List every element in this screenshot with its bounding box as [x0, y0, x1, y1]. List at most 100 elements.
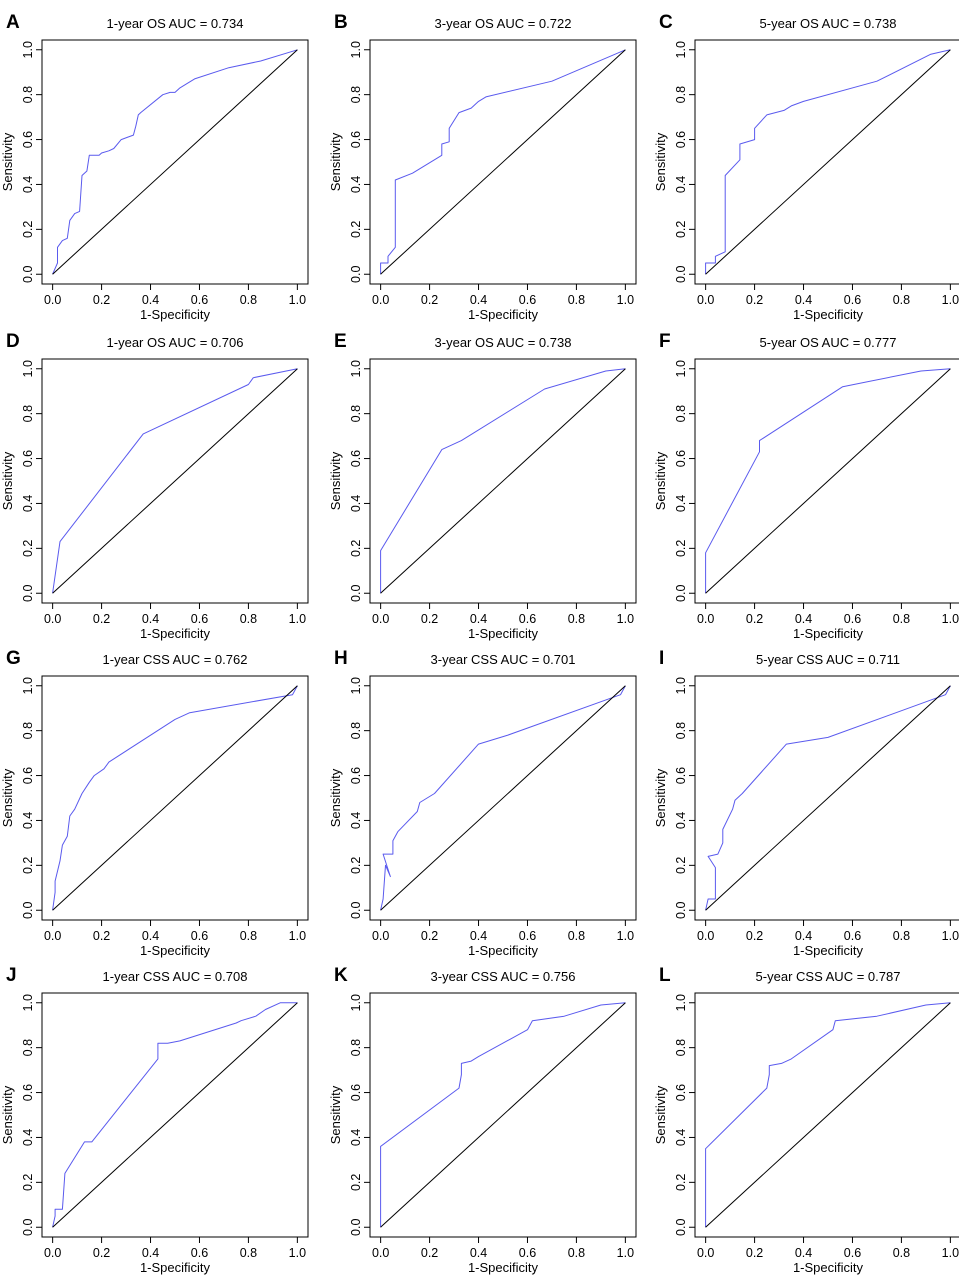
x-tick-label: 0.8	[893, 612, 910, 626]
y-tick-label: 0.6	[349, 131, 363, 148]
y-tick-label: 0.8	[674, 722, 688, 739]
y-tick-label: 1.0	[21, 360, 35, 377]
y-tick-label: 1.0	[349, 677, 363, 694]
y-tick-label: 1.0	[349, 41, 363, 58]
y-tick-label: 0.2	[21, 540, 35, 557]
y-axis-label: Sensitivity	[0, 1085, 15, 1144]
x-axis-label: 1-Specificity	[468, 943, 539, 958]
x-tick-label: 0.8	[893, 293, 910, 307]
x-tick-label: 0.2	[421, 612, 438, 626]
y-axis-label: Sensitivity	[328, 768, 343, 827]
y-tick-label: 0.2	[349, 540, 363, 557]
roc-curve-line	[705, 1002, 951, 1228]
roc-curve-line	[380, 1002, 626, 1228]
panel-letter-c: C	[659, 12, 673, 33]
panel-letter-h: H	[334, 648, 348, 669]
x-axis-label: 1-Specificity	[140, 626, 211, 641]
x-tick-label: 0.6	[844, 1246, 861, 1260]
y-axis-label: Sensitivity	[0, 451, 15, 510]
y-tick-label: 0.4	[349, 495, 363, 512]
reference-diagonal-line	[705, 368, 951, 594]
x-tick-label: 0.8	[893, 929, 910, 943]
y-axis-label: Sensitivity	[328, 1085, 343, 1144]
x-tick-label: 1.0	[617, 1246, 634, 1260]
panel-letter-l: L	[659, 965, 671, 986]
y-tick-label: 0.2	[21, 857, 35, 874]
y-tick-label: 0.2	[674, 1174, 688, 1191]
roc-curve-line	[705, 49, 951, 275]
plot-frame	[41, 675, 309, 921]
plot-frame	[41, 992, 309, 1238]
y-tick-label: 0.2	[674, 857, 688, 874]
y-tick-label: 0.2	[21, 221, 35, 238]
y-tick-label: 0.6	[674, 450, 688, 467]
reference-diagonal-line	[705, 1002, 951, 1228]
y-tick-label: 0.6	[349, 1084, 363, 1101]
panel-letter-j: J	[6, 965, 17, 986]
x-tick-label: 0.6	[844, 293, 861, 307]
chart-title: 5-year CSS AUC = 0.711	[756, 652, 900, 667]
panel-d: D 1-year OS AUC = 0.706 0.0 0.2 0.4 0.6 0.8 1.0…	[0, 331, 309, 641]
reference-diagonal-line	[380, 1002, 626, 1228]
x-tick-label: 0.6	[191, 612, 208, 626]
panel-letter-a: A	[6, 12, 20, 33]
chart-title: 5-year CSS AUC = 0.787	[756, 969, 901, 984]
roc-curve-line	[52, 368, 298, 594]
y-tick-label: 0.2	[349, 221, 363, 238]
x-tick-label: 0.8	[240, 929, 257, 943]
x-tick-label: 0.4	[795, 929, 812, 943]
chart-title: 5-year OS AUC = 0.777	[760, 335, 897, 350]
y-tick-label: 1.0	[21, 41, 35, 58]
reference-diagonal-line	[705, 685, 951, 911]
y-tick-label: 1.0	[674, 41, 688, 58]
y-tick-label: 0.6	[349, 450, 363, 467]
roc-curve-line	[705, 368, 951, 594]
panel-h: H 3-year CSS AUC = 0.701 0.0 0.2 0.4 0.6 0.8 1.…	[328, 648, 637, 958]
y-tick-label: 0.0	[674, 1219, 688, 1236]
y-tick-label: 1.0	[349, 994, 363, 1011]
x-tick-label: 0.0	[372, 293, 389, 307]
x-tick-label: 0.8	[240, 1246, 257, 1260]
x-tick-label: 0.4	[470, 612, 487, 626]
x-tick-label: 1.0	[289, 612, 306, 626]
y-tick-label: 0.6	[21, 131, 35, 148]
panel-a: A 1-year OS AUC = 0.734 0.0 0.2 0.4 0.6 0.8 1.0…	[0, 12, 309, 322]
y-tick-label: 0.0	[21, 585, 35, 602]
y-tick-label: 0.4	[674, 812, 688, 829]
x-axis-label: 1-Specificity	[793, 307, 864, 322]
panel-letter-d: D	[6, 331, 20, 352]
chart-title: 5-year OS AUC = 0.738	[760, 16, 897, 31]
roc-curve-line	[380, 49, 626, 275]
reference-diagonal-line	[705, 49, 951, 275]
roc-curve-line	[52, 685, 298, 911]
y-tick-label: 0.4	[21, 176, 35, 193]
y-tick-label: 0.4	[21, 1129, 35, 1146]
chart-title: 3-year CSS AUC = 0.701	[431, 652, 576, 667]
panel-g: G 1-year CSS AUC = 0.762 0.0 0.2 0.4 0.6 0.8 1.…	[0, 648, 309, 958]
x-tick-label: 0.6	[519, 1246, 536, 1260]
y-tick-label: 0.4	[674, 1129, 688, 1146]
y-tick-label: 0.2	[349, 857, 363, 874]
x-tick-label: 0.0	[372, 612, 389, 626]
y-tick-label: 0.4	[674, 495, 688, 512]
x-tick-label: 0.8	[568, 293, 585, 307]
x-tick-label: 0.8	[568, 929, 585, 943]
x-axis-label: 1-Specificity	[793, 626, 864, 641]
plot-frame	[694, 675, 959, 921]
x-tick-label: 0.0	[697, 1246, 714, 1260]
y-tick-label: 0.8	[349, 722, 363, 739]
x-tick-label: 1.0	[942, 929, 959, 943]
y-axis-label: Sensitivity	[328, 132, 343, 191]
y-axis-label: Sensitivity	[0, 768, 15, 827]
y-tick-label: 0.6	[674, 1084, 688, 1101]
y-tick-label: 1.0	[21, 994, 35, 1011]
x-tick-label: 1.0	[942, 293, 959, 307]
y-tick-label: 0.6	[21, 767, 35, 784]
y-tick-label: 0.4	[21, 812, 35, 829]
x-tick-label: 0.4	[470, 1246, 487, 1260]
y-tick-label: 0.8	[21, 722, 35, 739]
x-tick-label: 0.8	[240, 612, 257, 626]
y-tick-label: 0.0	[349, 1219, 363, 1236]
x-tick-label: 0.2	[93, 1246, 110, 1260]
panel-j: J 1-year CSS AUC = 0.708 0.0 0.2 0.4 0.6 0.8 1.…	[0, 965, 309, 1275]
